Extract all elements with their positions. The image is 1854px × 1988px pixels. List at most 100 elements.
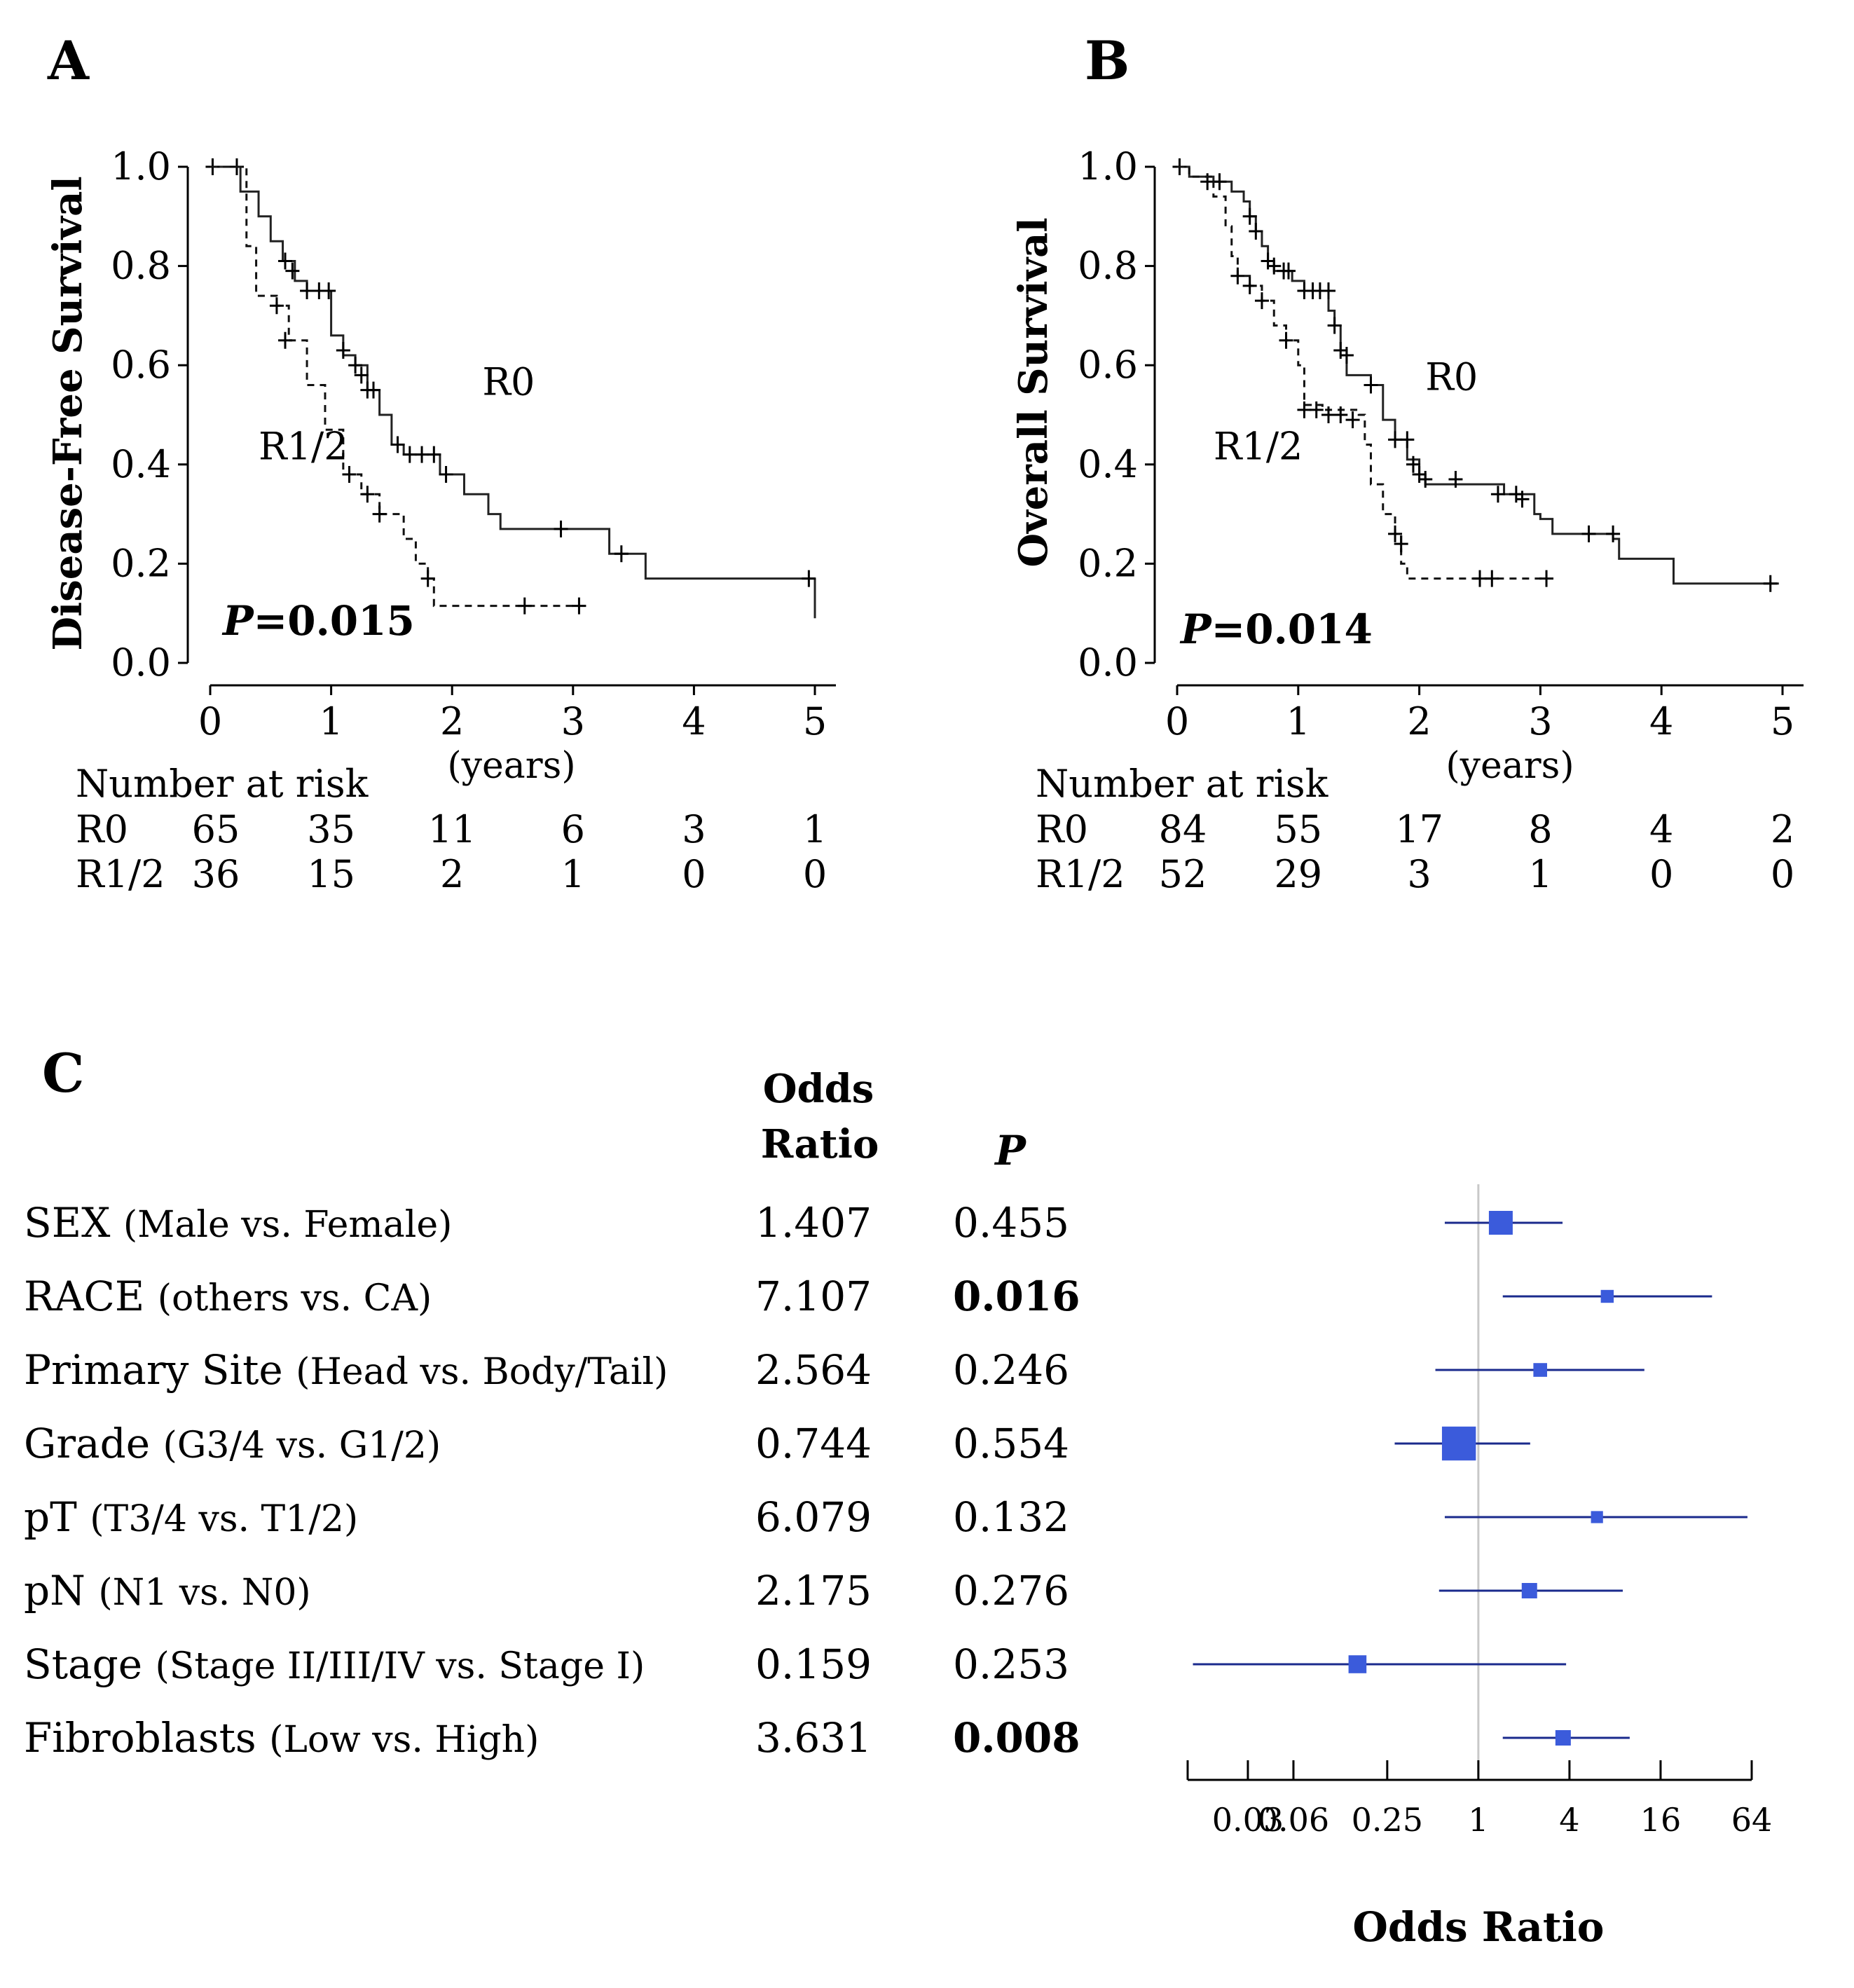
censor-mark: [269, 297, 284, 315]
censor-mark: [348, 357, 363, 374]
censor-mark: [360, 486, 375, 503]
risk-count: 2: [1771, 807, 1794, 851]
risk-count: 11: [428, 807, 476, 851]
censor-mark: [390, 436, 405, 453]
survival-curve-R0: [1177, 165, 1779, 585]
x-axis-label: (years): [447, 745, 575, 787]
row-label: pT (T3/4 vs. T1/2): [24, 1493, 358, 1541]
censor-mark: [354, 366, 369, 384]
censor-mark: [1539, 570, 1554, 587]
y-tick-label: 0.4: [111, 442, 171, 486]
p-number: =0.015: [254, 597, 415, 645]
p-value-label: P=0.014: [1179, 605, 1373, 653]
censor-mark: [1763, 575, 1778, 592]
risk-row-label: R0: [1036, 807, 1088, 851]
x-tick-label: 2: [1407, 699, 1431, 743]
risk-row-label: R1/2: [76, 852, 165, 896]
row-odds-ratio: 6.079: [755, 1493, 872, 1541]
censor-mark: [1388, 431, 1403, 448]
or-marker: [1600, 1289, 1614, 1303]
survival-curve-R0: [210, 165, 815, 580]
risk-count: 0: [1649, 852, 1673, 896]
survival-curve-R1-2: [210, 165, 579, 608]
curve-label: R1/2: [259, 425, 348, 469]
censor-mark: [1309, 401, 1324, 418]
censor-mark: [1418, 471, 1433, 488]
censor-mark: [372, 505, 387, 523]
forest-tick-label: 64: [1731, 1801, 1773, 1839]
risk-count: 0: [803, 852, 827, 896]
row-p-value: 0.008: [953, 1714, 1080, 1762]
row-odds-ratio: 2.175: [755, 1567, 872, 1615]
censor-mark: [1490, 486, 1505, 503]
censor-mark: [366, 381, 381, 399]
or-marker: [1521, 1583, 1537, 1598]
censor-mark: [1242, 207, 1257, 225]
censor-mark: [300, 282, 315, 299]
censor-mark: [1327, 317, 1342, 334]
row-p-value: 0.016: [953, 1273, 1080, 1320]
row-label: SEX (Male vs. Female): [24, 1199, 452, 1247]
censor-mark: [517, 597, 532, 615]
row-odds-ratio: 3.631: [755, 1714, 872, 1762]
censor-mark: [1297, 401, 1312, 418]
risk-row-label: R1/2: [1036, 852, 1125, 896]
censor-mark: [554, 520, 568, 537]
forest-tick-label: 16: [1640, 1801, 1682, 1839]
or-marker: [1555, 1730, 1571, 1746]
risk-count: 65: [192, 807, 240, 851]
row-variable: pT: [24, 1493, 90, 1541]
risk-count: 0: [1771, 852, 1794, 896]
row-label: Fibroblasts (Low vs. High): [24, 1714, 539, 1762]
row-p-value: 0.246: [953, 1346, 1069, 1394]
risk-count: 1: [1528, 852, 1552, 896]
censor-mark: [278, 252, 293, 270]
censor-mark: [802, 570, 816, 587]
x-tick-label: 0: [198, 699, 222, 743]
x-tick-label: 4: [1649, 699, 1673, 743]
row-comparison: (Low vs. High): [269, 1719, 539, 1761]
or-marker: [1591, 1511, 1603, 1523]
risk-count: 3: [682, 807, 706, 851]
y-tick-label: 0.8: [1078, 244, 1138, 288]
row-comparison: (Head vs. Body/Tail): [296, 1351, 668, 1393]
censor-mark: [1400, 431, 1415, 448]
row-comparison: (Male vs. Female): [123, 1204, 453, 1246]
row-odds-ratio: 7.107: [755, 1273, 872, 1320]
row-variable: Grade: [24, 1420, 163, 1467]
x-axis-label: (years): [1446, 745, 1574, 787]
y-tick-label: 1.0: [1078, 144, 1138, 188]
col-header-or-line1: Odds: [763, 1066, 874, 1112]
row-comparison: (Stage II/III/IV vs. Stage I): [156, 1645, 645, 1687]
censor-mark: [1267, 257, 1282, 275]
censor-mark: [1281, 262, 1296, 280]
row-odds-ratio: 2.564: [755, 1346, 872, 1394]
curve-label: R0: [1425, 355, 1478, 399]
risk-count: 52: [1159, 852, 1207, 896]
censor-mark: [572, 597, 586, 615]
censor-mark: [1473, 570, 1487, 587]
y-tick-label: 0.2: [111, 541, 171, 585]
risk-count: 0: [682, 852, 706, 896]
x-tick-label: 2: [440, 699, 464, 743]
risk-row-label: R0: [76, 807, 128, 851]
forest-tick-label: 4: [1559, 1801, 1579, 1839]
y-tick-label: 1.0: [111, 144, 171, 188]
censor-mark: [614, 545, 629, 563]
x-tick-label: 1: [319, 699, 343, 743]
x-tick-label: 5: [1771, 699, 1794, 743]
x-tick-label: 5: [803, 699, 827, 743]
censor-mark: [1406, 455, 1420, 473]
risk-count: 3: [1407, 852, 1431, 896]
or-marker: [1533, 1363, 1548, 1377]
censor-mark: [1515, 491, 1530, 508]
row-label: pN (N1 vs. N0): [24, 1567, 311, 1615]
censor-mark: [1394, 535, 1408, 553]
row-comparison: (others vs. CA): [158, 1277, 432, 1319]
censor-mark: [1279, 331, 1293, 349]
row-variable: RACE: [24, 1273, 158, 1320]
censor-mark: [415, 446, 430, 463]
censor-mark: [336, 341, 350, 359]
